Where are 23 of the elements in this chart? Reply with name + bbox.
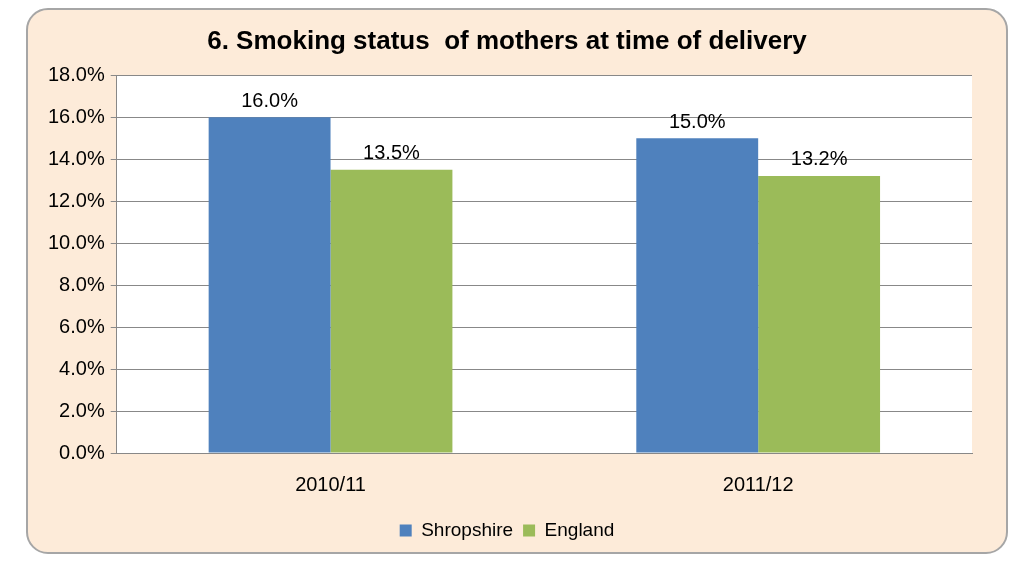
data-label: 15.0% xyxy=(668,109,726,132)
legend-label: Shropshire xyxy=(421,518,514,540)
y-tick-label: 6.0% xyxy=(59,314,105,337)
legend-label: England xyxy=(544,518,615,540)
bar xyxy=(330,169,453,453)
y-tick-label: 2.0% xyxy=(59,398,105,421)
y-tick-label: 10.0% xyxy=(47,230,105,253)
data-label: 16.0% xyxy=(241,88,299,111)
bar xyxy=(208,117,331,453)
y-tick-label: 0.0% xyxy=(59,440,105,463)
data-label: 13.5% xyxy=(363,141,421,164)
chart-title: 6. Smoking status of mothers at time of delivery xyxy=(207,24,808,55)
y-tick-label: 18.0% xyxy=(47,62,105,85)
data-label: 13.2% xyxy=(790,147,848,170)
bar xyxy=(758,175,881,453)
y-tick-label: 16.0% xyxy=(47,104,105,127)
x-tick-label: 2010/11 xyxy=(295,472,366,495)
y-tick-label: 14.0% xyxy=(47,146,105,169)
y-tick-label: 8.0% xyxy=(59,272,105,295)
x-tick-label: 2011/12 xyxy=(722,472,794,495)
y-tick-label: 4.0% xyxy=(59,356,105,379)
bar xyxy=(636,138,759,453)
y-tick-label: 12.0% xyxy=(47,188,105,211)
